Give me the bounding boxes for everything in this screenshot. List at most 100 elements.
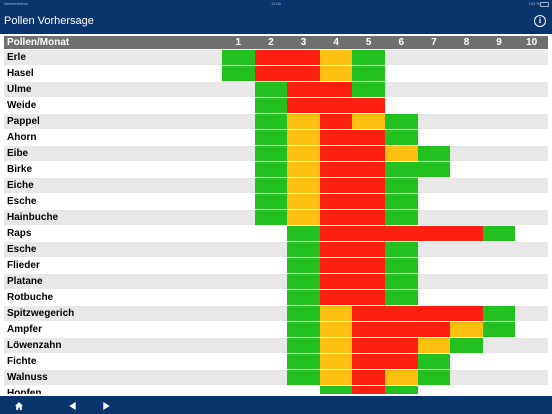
intensity-cell [254,49,288,66]
intensity-cell [222,161,255,178]
intensity-cell [384,321,418,338]
pollen-name: Walnuss [4,369,223,386]
intensity-cell [450,289,483,306]
table-row[interactable]: Ahorn [4,129,548,146]
table-row[interactable]: Ulme [4,81,548,98]
intensity-cell [319,225,353,242]
intensity-cell [352,385,385,394]
intensity-cell [482,385,516,394]
intensity-cell [352,81,385,98]
battery-label: 100 % [528,1,540,6]
intensity-cell [352,65,385,82]
intensity-cell [482,97,516,114]
intensity-cell [222,289,255,306]
intensity-cell [384,177,418,194]
intensity-cell [515,225,548,242]
info-icon[interactable]: i [534,15,546,27]
table-row[interactable]: Platane [4,273,548,290]
intensity-cell [482,241,516,258]
table-row[interactable]: Birke [4,161,548,178]
table-row[interactable]: Erle [4,49,548,66]
forward-arrow-icon[interactable] [96,396,116,414]
pollen-calendar[interactable]: Pollen/Monat 1 2 3 4 5 6 7 8 9 10 Erle Hasel Ulme Weid… [4,36,548,394]
intensity-cell [319,321,353,338]
table-row[interactable]: Eiche [4,177,548,194]
intensity-cell [417,209,451,226]
intensity-cell [450,369,483,386]
intensity-cell [450,97,483,114]
table-row[interactable]: Eibe [4,145,548,162]
intensity-cell [287,161,320,178]
intensity-cell [352,353,385,370]
intensity-cell [222,209,255,226]
table-row[interactable]: Esche [4,193,548,210]
intensity-cell [417,193,451,210]
table-row[interactable]: Pappel [4,113,548,130]
intensity-cell [515,353,548,370]
intensity-cell [254,209,288,226]
table-row[interactable]: Walnuss [4,369,548,386]
intensity-cell [319,305,353,322]
intensity-cell [254,193,288,210]
intensity-cell [254,113,288,130]
month-header: 6 [384,36,418,50]
table-row[interactable]: Raps [4,225,548,242]
intensity-cell [319,273,353,290]
table-row[interactable]: Spitzwegerich [4,305,548,322]
intensity-cell [352,289,385,306]
intensity-cell [352,177,385,194]
intensity-cell [515,145,548,162]
intensity-cell [319,385,353,394]
pollen-name: Esche [4,193,223,210]
intensity-cell [384,49,418,66]
table-row[interactable]: Weide [4,97,548,114]
intensity-cell [450,241,483,258]
table-row[interactable]: Flieder [4,257,548,274]
intensity-cell [515,241,548,258]
intensity-cell [319,49,353,66]
pollen-name: Weide [4,97,223,114]
intensity-cell [450,225,483,242]
table-row[interactable]: Fichte [4,353,548,370]
pollen-name: Platane [4,273,223,290]
table-row[interactable]: Hainbuche [4,209,548,226]
intensity-cell [319,257,353,274]
month-header: 8 [450,36,483,50]
intensity-cell [417,225,451,242]
status-bar: Netzbetreiber 11:06 100 % [0,0,552,8]
intensity-cell [515,177,548,194]
intensity-cell [450,65,483,82]
intensity-cell [352,257,385,274]
intensity-cell [515,257,548,274]
intensity-cell [417,241,451,258]
intensity-cell [384,385,418,394]
intensity-cell [319,81,353,98]
table-row[interactable]: Löwenzahn [4,337,548,354]
intensity-cell [482,129,516,146]
back-arrow-icon[interactable] [62,396,82,414]
month-header: 5 [352,36,385,50]
pollen-name: Erle [4,49,223,66]
intensity-cell [287,289,320,306]
home-icon[interactable] [9,396,29,414]
table-row[interactable]: Hopfen [4,385,548,394]
table-row[interactable]: Esche [4,241,548,258]
pollen-name: Esche [4,241,223,258]
intensity-cell [319,129,353,146]
table-row[interactable]: Ampfer [4,321,548,338]
pollen-table: Pollen/Monat 1 2 3 4 5 6 7 8 9 10 Erle Hasel Ulme Weid… [4,36,548,394]
intensity-cell [417,353,451,370]
intensity-cell [515,49,548,66]
intensity-cell [384,145,418,162]
navigation-bar: Pollen Vorhersage i [0,8,552,34]
intensity-cell [417,97,451,114]
intensity-cell [384,129,418,146]
intensity-cell [515,289,548,306]
intensity-cell [482,177,516,194]
intensity-cell [384,353,418,370]
intensity-cell [319,65,353,82]
table-row[interactable]: Rotbuche [4,289,548,306]
intensity-cell [352,129,385,146]
intensity-cell [254,161,288,178]
table-row[interactable]: Hasel [4,65,548,82]
